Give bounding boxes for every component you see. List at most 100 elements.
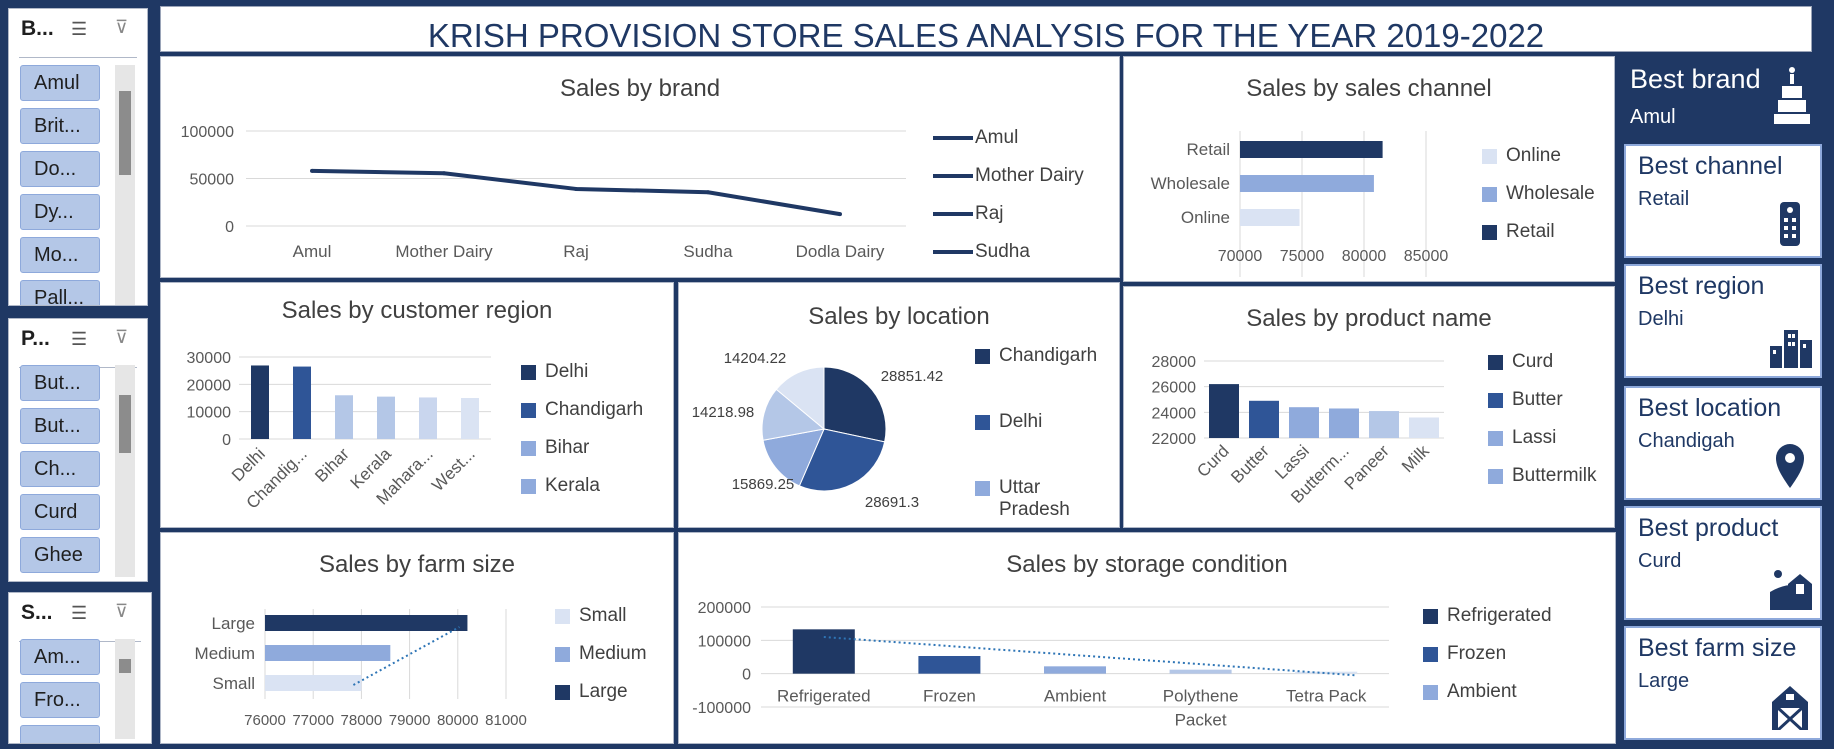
location-pie-chart: 28851.42 28691.3 15869.25 14218.98 14204.22	[692, 350, 944, 511]
y-tick-label: 200000	[698, 600, 751, 617]
legend-item: Online	[1482, 137, 1595, 175]
storage-chart: Sales by storage condition 200000 100000 0…	[678, 532, 1616, 744]
bar	[265, 675, 362, 691]
y-tick-label: 0	[225, 219, 234, 236]
bar	[1240, 209, 1300, 226]
chart-title: Sales by location	[808, 303, 990, 330]
x-tick-label: 81000	[485, 712, 527, 729]
legend-swatch	[1423, 646, 1438, 662]
legend-label: Frozen	[1447, 643, 1507, 664]
kpi-value: Retail	[1638, 188, 1690, 210]
x-tick-label: Raj	[563, 242, 589, 261]
legend-item: Butter	[1488, 381, 1596, 419]
scrollbar-thumb[interactable]	[119, 659, 131, 673]
slicer-item[interactable]: Fro...	[20, 682, 100, 718]
legend-label: Sudha	[975, 241, 1030, 262]
slicer-item[interactable]: Amul	[20, 65, 100, 101]
slicer-scrollbar[interactable]	[115, 365, 135, 577]
storage-slicer[interactable]: S... ☰ ⊽ Am... Fro...	[8, 592, 152, 744]
location-chart: Sales by location 28851.42 28691.3 15869.2…	[678, 282, 1120, 528]
slicer-item[interactable]: Brit...	[20, 108, 100, 144]
dashboard-title-text: KRISH PROVISION STORE SALES ANALYSIS FOR…	[427, 17, 1545, 54]
y-tick-label: 22000	[1152, 431, 1197, 448]
slicer-item[interactable]: Mo...	[20, 237, 100, 273]
x-tick-label: Tetra Pack	[1286, 687, 1367, 706]
bar	[1240, 175, 1374, 192]
slicer-item[interactable]: Ghee	[20, 537, 100, 573]
brand-slicer[interactable]: B... ☰ ⊽ Amul Brit... Do... Dy... Mo... …	[8, 8, 148, 306]
scrollbar-thumb[interactable]	[119, 395, 131, 453]
legend-label: Butter	[1512, 389, 1563, 410]
legend-label: Mother Dairy	[975, 165, 1084, 186]
slicer-item[interactable]	[20, 725, 100, 743]
kpi-value: Delhi	[1638, 308, 1684, 330]
legend-swatch	[521, 478, 536, 494]
legend-label: Retail	[1506, 221, 1555, 242]
legend-item: Delhi	[975, 411, 1115, 477]
legend-item: Chandigarh	[975, 345, 1115, 411]
multi-select-icon[interactable]: ☰	[71, 603, 88, 623]
legend-item: Raj	[933, 195, 1084, 233]
x-tick-label: 75000	[1280, 248, 1325, 265]
legend-label: Online	[1506, 145, 1561, 166]
slicer-item[interactable]: But...	[20, 365, 100, 401]
y-tick-label: 20000	[187, 377, 232, 394]
multi-select-icon[interactable]: ☰	[71, 19, 88, 39]
legend-swatch	[975, 415, 990, 430]
x-tick-label: Curd	[1193, 441, 1232, 480]
legend-swatch	[1423, 608, 1438, 624]
legend-item: Curd	[1488, 343, 1596, 381]
y-tick-label: -100000	[692, 700, 751, 717]
x-tick-label: 77000	[292, 712, 334, 729]
multi-select-icon[interactable]: ☰	[71, 329, 88, 349]
legend-swatch	[1488, 468, 1503, 484]
pie-slice	[761, 388, 826, 441]
kpi-best-brand: Best brand Amul	[1628, 60, 1814, 140]
data-label: 15869.25	[732, 476, 795, 493]
bar	[1295, 671, 1358, 674]
y-tick-label: 100000	[698, 633, 751, 650]
product-slicer[interactable]: P... ☰ ⊽ But... But... Ch... Curd Ghee	[8, 318, 148, 582]
legend-item: Medium	[555, 635, 647, 673]
legend-item: Retail	[1482, 213, 1595, 251]
clear-filter-icon[interactable]: ⊽	[115, 327, 129, 347]
x-tick-label: Mother Dairy	[395, 242, 493, 261]
legend-swatch	[1482, 148, 1497, 164]
clear-filter-icon[interactable]: ⊽	[115, 17, 129, 37]
slicer-item[interactable]: But...	[20, 408, 100, 444]
legend-label: Medium	[579, 643, 647, 664]
dashboard-title: KRISH PROVISION STORE SALES ANALYSIS FOR…	[160, 6, 1812, 54]
slicer-item[interactable]: Am...	[20, 639, 100, 675]
slicer-item[interactable]: Ch...	[20, 451, 100, 487]
bar	[1369, 411, 1399, 438]
legend-label: Lassi	[1512, 427, 1557, 448]
cake-icon	[1774, 67, 1810, 124]
slicer-scrollbar[interactable]	[115, 65, 135, 305]
legend-label: Amul	[975, 127, 1019, 148]
legend-item: Wholesale	[1482, 175, 1595, 213]
data-label: 14204.22	[724, 350, 787, 367]
legend-swatch	[1482, 186, 1497, 202]
legend-label: Ambient	[1447, 681, 1517, 702]
legend-item: Delhi	[521, 353, 643, 391]
bar	[293, 366, 311, 439]
x-tick-label: Frozen	[923, 687, 976, 706]
slicer-item[interactable]: Dy...	[20, 194, 100, 230]
x-tick-label: West...	[428, 444, 479, 495]
kpi-best-product: Best product Curd	[1624, 506, 1822, 620]
slicer-item[interactable]: Pall...	[20, 280, 100, 305]
x-tick-label: Milk	[1398, 441, 1433, 476]
trendline	[823, 636, 1357, 677]
slicer-item[interactable]: Do...	[20, 151, 100, 187]
x-tick-label: 76000	[244, 712, 286, 729]
chart-title: Sales by storage condition	[1006, 551, 1288, 578]
chart-legend: Refrigerated Frozen Ambient	[1423, 597, 1552, 711]
kpi-label: Best brand	[1630, 64, 1761, 94]
clear-filter-icon[interactable]: ⊽	[115, 601, 129, 621]
x-tick-label: Ambient	[1044, 687, 1107, 706]
legend-item: Chandigarh	[521, 391, 643, 429]
scrollbar-thumb[interactable]	[119, 91, 131, 175]
slicer-scrollbar[interactable]	[115, 639, 135, 739]
slicer-item[interactable]: Curd	[20, 494, 100, 530]
x-tick-label: Dodla Dairy	[796, 242, 885, 261]
